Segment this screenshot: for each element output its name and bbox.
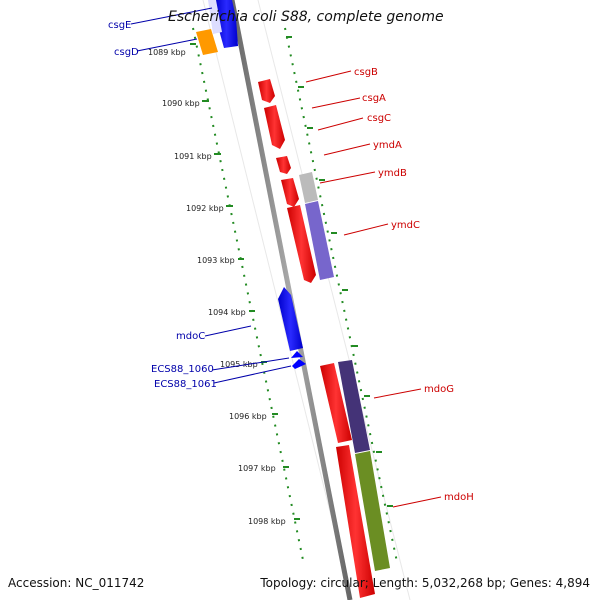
gene-label-csgB[interactable]: csgB — [354, 67, 378, 78]
overlay-tracks — [299, 172, 390, 571]
mdoG-purple-block[interactable] — [338, 360, 370, 453]
gene-label-csgD[interactable]: csgD — [114, 47, 139, 58]
tick-label: 1098 kbp — [248, 517, 286, 526]
leader-line — [305, 70, 352, 83]
topology-text: Topology: circular; Length: 5,032,268 bp… — [260, 576, 590, 590]
tick-label: 1097 kbp — [238, 464, 276, 473]
leader-line — [343, 223, 389, 236]
gene-csgB-shape[interactable] — [258, 79, 275, 103]
leader-line — [323, 143, 371, 156]
gene-label-mdoH[interactable]: mdoH — [444, 492, 474, 503]
gene-label-csgE[interactable]: csgE — [108, 20, 131, 31]
tick-label: 1094 kbp — [208, 308, 246, 317]
mdoH-green-block[interactable] — [355, 451, 390, 571]
leader-line — [317, 117, 364, 131]
gene-ecs88-1060-shape[interactable] — [291, 351, 303, 358]
tick-track-left — [192, 27, 304, 561]
tick-track-right — [284, 27, 398, 563]
tick-label: 1093 kbp — [197, 256, 235, 265]
gene-ecs88-1061-shape[interactable] — [292, 359, 306, 369]
forward-genes — [258, 79, 375, 598]
gene-label-ymdA[interactable]: ymdA — [373, 140, 402, 151]
tick-label: 1095 kbp — [220, 360, 258, 369]
gene-label-ymdB[interactable]: ymdB — [378, 168, 407, 179]
leader-line — [211, 357, 290, 371]
gene-label-mdoG[interactable]: mdoG — [424, 384, 454, 395]
reverse-labels: csgE csgD mdoC ECS88_1060 ECS88_1061 — [108, 7, 292, 390]
leader-line — [204, 325, 252, 337]
tick-marks-right — [286, 36, 393, 507]
genome-title: Escherichia coli S88, complete genome — [168, 9, 444, 25]
tick-marks-left — [190, 43, 300, 520]
gene-mdoG-shape[interactable] — [320, 363, 352, 443]
leader-line — [213, 365, 292, 384]
ymdC-purple-block[interactable] — [305, 201, 334, 280]
gene-ymdB-shape[interactable] — [287, 205, 316, 283]
leader-line — [130, 7, 213, 25]
forward-labels: csgB csgA csgC ymdA ymdB ymdC mdoG mdoH — [305, 67, 474, 508]
gene-ymdA-shape[interactable] — [281, 178, 299, 207]
ymdB-grey-block — [299, 172, 318, 203]
gene-csgC-shape[interactable] — [276, 156, 291, 174]
gene-csgD-shape[interactable] — [196, 29, 218, 55]
tick-labels: 1089 kbp 1090 kbp 1091 kbp 1092 kbp 1093… — [148, 48, 286, 526]
leader-line — [319, 171, 376, 184]
tick-label: 1089 kbp — [148, 48, 186, 57]
tick-label: 1090 kbp — [162, 99, 200, 108]
leader-line — [136, 38, 198, 52]
backbone-band-left — [202, 0, 353, 600]
tick-label: 1091 kbp — [174, 152, 212, 161]
tick-label: 1092 kbp — [186, 204, 224, 213]
tick-label: 1096 kbp — [229, 412, 267, 421]
gene-label-ECS88_1060[interactable]: ECS88_1060 — [151, 364, 214, 375]
gene-csgA-shape[interactable] — [264, 105, 285, 149]
accession-text: Accession: NC_011742 — [8, 576, 145, 590]
gene-label-ymdC[interactable]: ymdC — [391, 220, 420, 231]
gene-label-mdoC[interactable]: mdoC — [176, 331, 205, 342]
backbone-band-right — [257, 0, 411, 600]
leader-line — [311, 97, 361, 109]
gene-label-csgC[interactable]: csgC — [367, 113, 391, 124]
gene-label-csgA[interactable]: csgA — [362, 93, 386, 104]
leader-line — [373, 388, 422, 399]
gene-label-ECS88_1061[interactable]: ECS88_1061 — [154, 379, 217, 390]
gene-mdoH-shape[interactable] — [336, 445, 375, 598]
gene-mdoC-shape[interactable] — [278, 287, 303, 351]
leader-line — [392, 496, 442, 508]
gene-csgE-shape[interactable] — [215, 0, 238, 48]
